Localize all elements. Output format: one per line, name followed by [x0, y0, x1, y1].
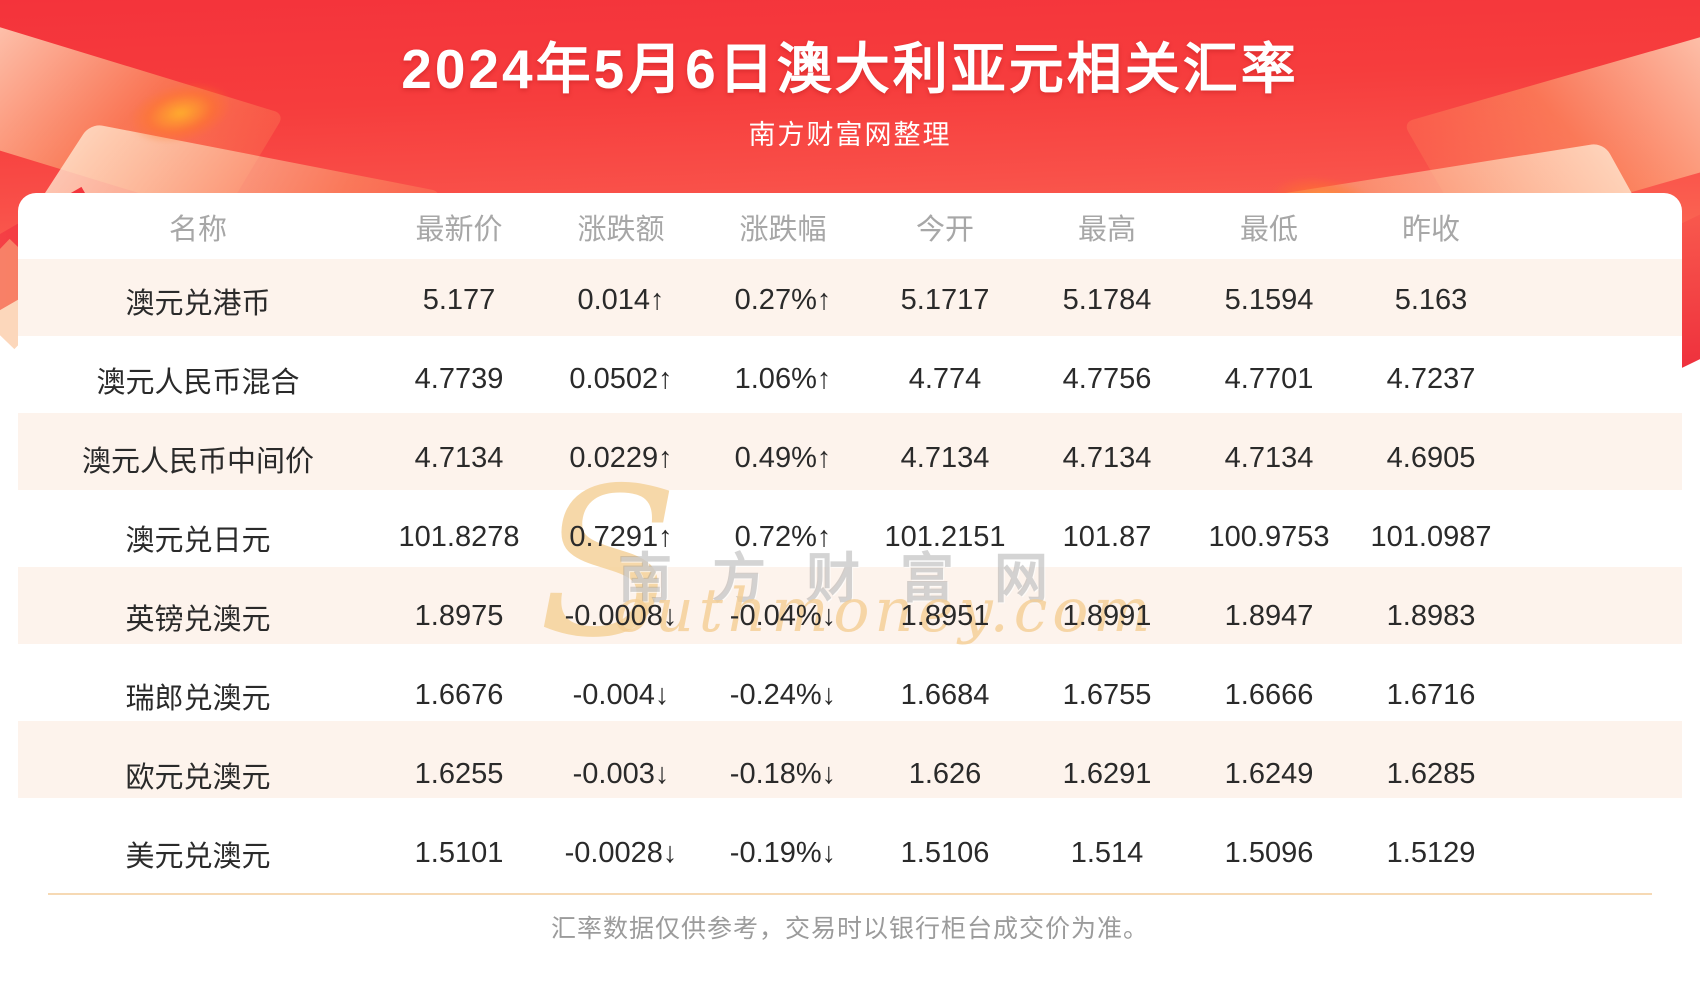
column-header-change-amount: 涨跌额 — [577, 214, 665, 246]
high-cell: 101.87 — [1062, 521, 1152, 553]
low-cell: 1.8947 — [1224, 600, 1314, 632]
change-percent-cell: -0.04%↓ — [729, 600, 837, 632]
change-percent-cell: -0.19%↓ — [729, 837, 837, 869]
row-stripe — [18, 413, 1682, 490]
latest-price-cell: 1.8975 — [414, 600, 504, 632]
open-cell: 1.8951 — [900, 600, 990, 632]
pair-name-cell: 澳元人民币混合 — [96, 366, 300, 399]
prev-close-cell: 1.6285 — [1386, 758, 1476, 790]
column-header-latest-price: 最新价 — [415, 214, 503, 246]
prev-close-cell: 101.0987 — [1370, 521, 1492, 553]
pair-name-cell: 欧元兑澳元 — [125, 761, 271, 794]
latest-price-cell: 101.8278 — [398, 521, 520, 553]
rates-table: 名称 最新价 涨跌额 涨跌幅 今开 最高 最低 昨收 澳元兑港币 5.177 0… — [18, 193, 1512, 893]
prev-close-cell: 1.6716 — [1386, 679, 1476, 711]
column-header-open: 今开 — [915, 214, 974, 246]
prev-close-cell: 4.6905 — [1386, 442, 1476, 474]
rates-table-body: 澳元兑港币 5.177 0.014↑ 0.27%↑ 5.1717 5.1784 … — [18, 261, 1512, 893]
change-amount-cell: -0.004↓ — [572, 679, 670, 711]
rates-content: 名称 最新价 涨跌额 涨跌幅 今开 最高 最低 昨收 澳元兑港币 5.177 0… — [18, 193, 1682, 943]
latest-price-cell: 4.7739 — [414, 363, 504, 395]
low-cell: 5.1594 — [1224, 284, 1314, 316]
latest-price-cell: 1.6255 — [414, 758, 504, 790]
change-percent-cell: -0.18%↓ — [729, 758, 837, 790]
high-cell: 1.8991 — [1062, 600, 1152, 632]
change-percent-cell: 0.27%↑ — [734, 284, 832, 316]
open-cell: 4.774 — [908, 363, 982, 395]
change-amount-cell: -0.0028↓ — [564, 837, 678, 869]
table-row: 澳元人民币中间价 4.7134 0.0229↑ 0.49%↑ 4.7134 4.… — [18, 419, 1512, 498]
change-amount-cell: -0.003↓ — [572, 758, 670, 790]
pair-name-cell: 澳元兑港币 — [125, 287, 271, 320]
high-cell: 1.6291 — [1062, 758, 1152, 790]
footer-divider — [48, 893, 1652, 895]
page-subtitle: 南方财富网整理 — [748, 120, 952, 150]
page-title: 2024年5月6日澳大利亚元相关汇率 — [401, 38, 1299, 100]
row-stripe — [18, 721, 1682, 798]
open-cell: 101.2151 — [884, 521, 1006, 553]
row-stripe — [18, 259, 1682, 336]
table-row: 澳元兑港币 5.177 0.014↑ 0.27%↑ 5.1717 5.1784 … — [18, 261, 1512, 340]
latest-price-cell: 4.7134 — [414, 442, 504, 474]
pair-name-cell: 瑞郎兑澳元 — [125, 682, 271, 715]
open-cell: 1.5106 — [900, 837, 990, 869]
low-cell: 100.9753 — [1208, 521, 1330, 553]
low-cell: 4.7134 — [1224, 442, 1314, 474]
table-row: 英镑兑澳元 1.8975 -0.0008↓ -0.04%↓ 1.8951 1.8… — [18, 577, 1512, 656]
low-cell: 1.6249 — [1224, 758, 1314, 790]
change-percent-cell: 1.06%↑ — [734, 363, 832, 395]
pair-name-cell: 澳元兑日元 — [125, 524, 271, 557]
prev-close-cell: 1.8983 — [1386, 600, 1476, 632]
prev-close-cell: 4.7237 — [1386, 363, 1476, 395]
high-cell: 1.6755 — [1062, 679, 1152, 711]
change-percent-cell: 0.72%↑ — [734, 521, 832, 553]
change-amount-cell: 0.7291↑ — [569, 521, 673, 553]
pair-name-cell: 英镑兑澳元 — [125, 603, 271, 636]
open-cell: 5.1717 — [900, 284, 990, 316]
column-header-change-percent: 涨跌幅 — [739, 214, 827, 246]
open-cell: 1.6684 — [900, 679, 990, 711]
low-cell: 1.5096 — [1224, 837, 1314, 869]
low-cell: 4.7701 — [1224, 363, 1314, 395]
column-header-low: 最低 — [1239, 214, 1298, 246]
change-amount-cell: -0.0008↓ — [564, 600, 678, 632]
latest-price-cell: 5.177 — [422, 284, 496, 316]
row-stripe — [18, 567, 1682, 644]
latest-price-cell: 1.6676 — [414, 679, 504, 711]
low-cell: 1.6666 — [1224, 679, 1314, 711]
column-header-name: 名称 — [168, 214, 227, 246]
latest-price-cell: 1.5101 — [414, 837, 504, 869]
footer-note: 汇率数据仅供参考，交易时以银行柜台成交价为准。 — [550, 915, 1149, 943]
open-cell: 1.626 — [908, 758, 982, 790]
table-row: 欧元兑澳元 1.6255 -0.003↓ -0.18%↓ 1.626 1.629… — [18, 735, 1512, 814]
table-row: 美元兑澳元 1.5101 -0.0028↓ -0.19%↓ 1.5106 1.5… — [18, 814, 1512, 893]
high-cell: 4.7756 — [1062, 363, 1152, 395]
column-header-prev-close: 昨收 — [1401, 214, 1460, 246]
change-amount-cell: 0.0502↑ — [569, 363, 673, 395]
high-cell: 1.514 — [1070, 837, 1144, 869]
table-header-row: 名称 最新价 涨跌额 涨跌幅 今开 最高 最低 昨收 — [18, 193, 1512, 261]
pair-name-cell: 澳元人民币中间价 — [81, 445, 314, 478]
high-cell: 5.1784 — [1062, 284, 1152, 316]
change-amount-cell: 0.014↑ — [577, 284, 665, 316]
high-cell: 4.7134 — [1062, 442, 1152, 474]
prev-close-cell: 5.163 — [1394, 284, 1468, 316]
table-row: 澳元兑日元 101.8278 0.7291↑ 0.72%↑ 101.2151 1… — [18, 498, 1512, 577]
table-row: 瑞郎兑澳元 1.6676 -0.004↓ -0.24%↓ 1.6684 1.67… — [18, 656, 1512, 735]
open-cell: 4.7134 — [900, 442, 990, 474]
prev-close-cell: 1.5129 — [1386, 837, 1476, 869]
table-row: 澳元人民币混合 4.7739 0.0502↑ 1.06%↑ 4.774 4.77… — [18, 340, 1512, 419]
change-amount-cell: 0.0229↑ — [569, 442, 673, 474]
change-percent-cell: 0.49%↑ — [734, 442, 832, 474]
column-header-high: 最高 — [1077, 214, 1136, 246]
change-percent-cell: -0.24%↓ — [729, 679, 837, 711]
pair-name-cell: 美元兑澳元 — [125, 840, 271, 873]
